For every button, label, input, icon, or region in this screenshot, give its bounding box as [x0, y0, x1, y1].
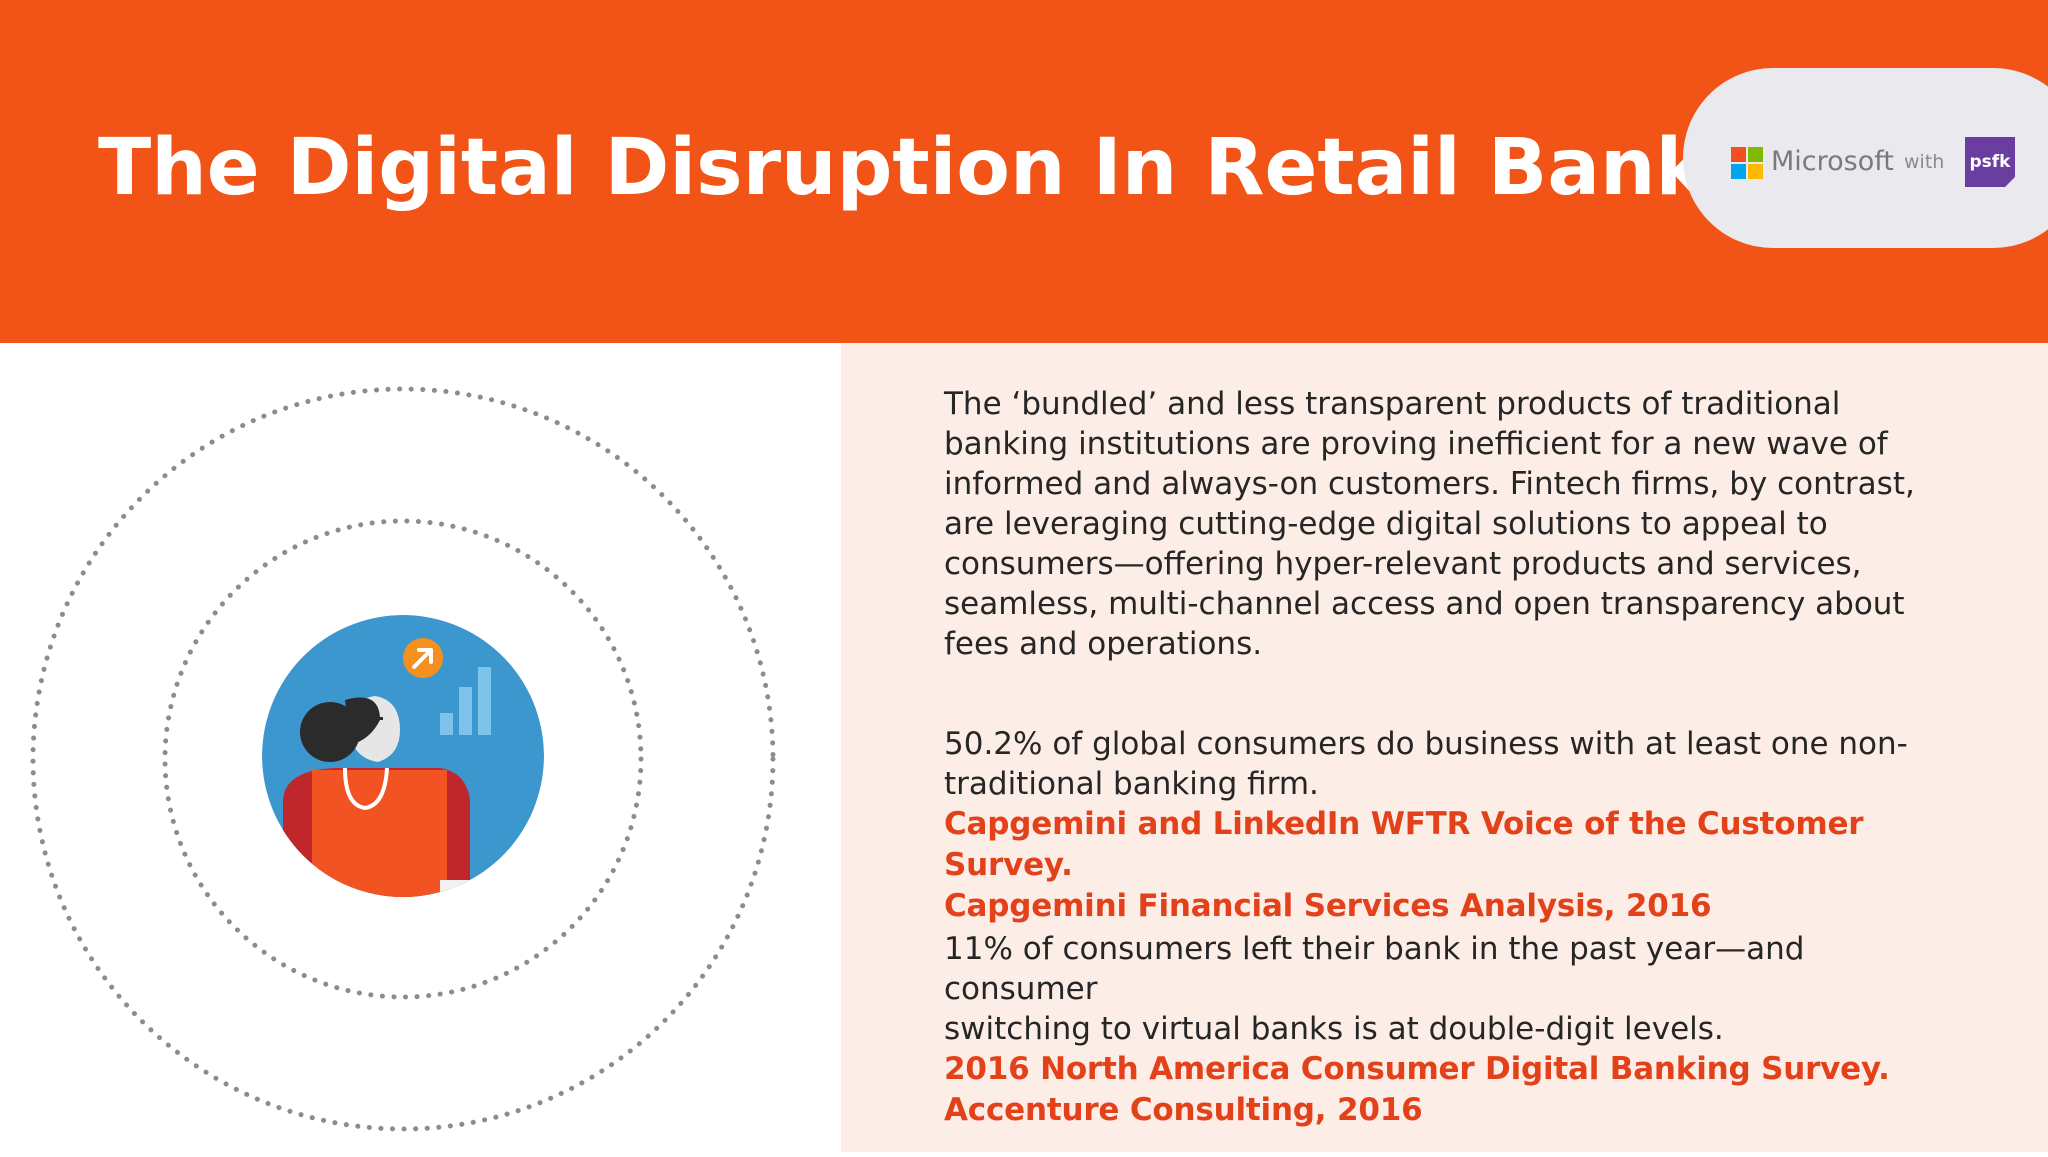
person-with-growth-chart-icon [262, 615, 544, 897]
content-panel [841, 343, 2048, 1152]
intro-paragraph: The ‘bundled’ and less transparent produ… [944, 386, 1915, 662]
bar-chart-icon [440, 667, 491, 735]
arrow-up-right-icon [403, 638, 443, 678]
stat-text: 50.2% of global consumers do business wi… [944, 726, 1908, 802]
page-title: The Digital Disruption In Retail Banking [98, 123, 1846, 213]
microsoft-logo-icon [1731, 147, 1763, 179]
psfk-logo-corner [2005, 177, 2015, 187]
stat-text: 11% of consumers left their bank in the … [944, 931, 1805, 1047]
intro-block: The ‘bundled’ and less transparent produ… [944, 384, 1964, 664]
with-label: with [1904, 151, 1945, 173]
outer-dotted-ring [30, 386, 776, 1132]
inner-dotted-ring [162, 518, 644, 1000]
stat-block-2: 11% of consumers left their bank in the … [944, 929, 1964, 1131]
illustration [0, 343, 841, 1152]
microsoft-wordmark: Microsoft [1771, 146, 1894, 177]
stat-source: Capgemini and LinkedIn WFTR Voice of the… [944, 806, 1864, 924]
stat-block-1: 50.2% of global consumers do business wi… [944, 724, 1964, 927]
stat-source: 2016 North America Consumer Digital Bank… [944, 1051, 1890, 1128]
